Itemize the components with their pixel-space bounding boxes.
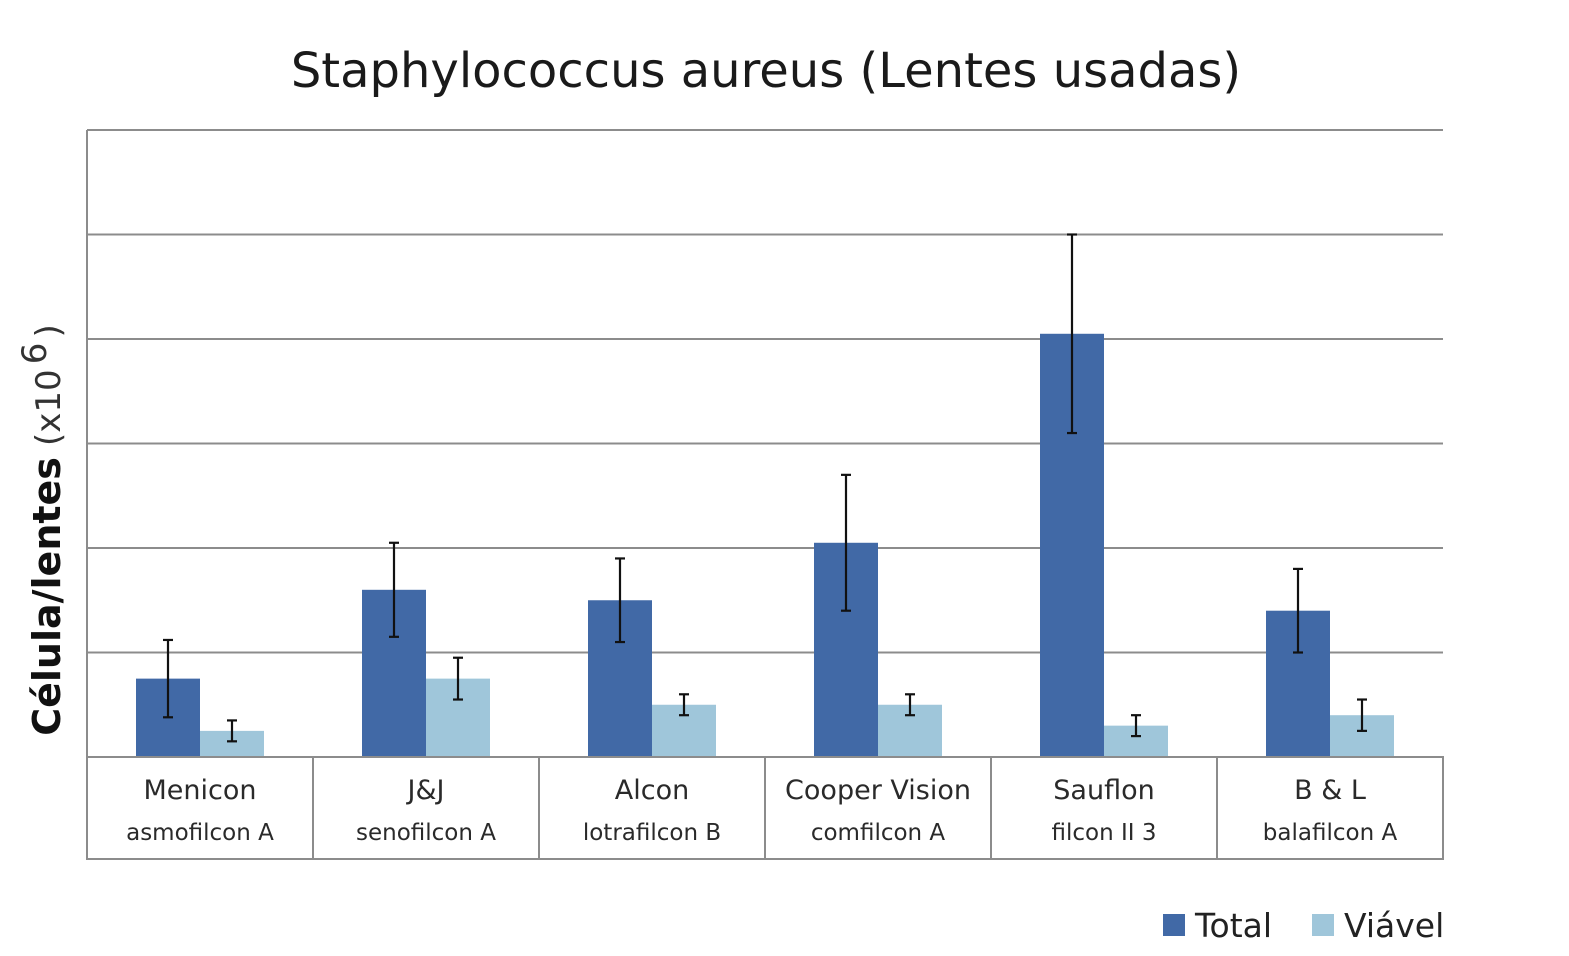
category-label-2: J&J [406, 775, 445, 806]
svg-text:Célula/lentes (x10: Célula/lentes (x10 6 ) [15, 324, 69, 736]
error-bars [163, 233, 1367, 743]
error-bar-vi-vel-6 [1357, 698, 1367, 732]
category-material-5: filcon II 3 [1052, 820, 1157, 846]
legend-swatch-2 [1312, 914, 1334, 936]
category-label-6: B & L [1294, 775, 1366, 806]
category-material-3: lotrafilcon B [583, 820, 721, 846]
error-bar-total-6 [1293, 567, 1303, 654]
category-material-6: balafilcon A [1263, 820, 1398, 846]
legend-swatch-1 [1163, 914, 1185, 936]
y-axis-label-text: Célula/lentes [25, 457, 69, 736]
category-table: Menicon asmofilcon A J&J senofilcon A Alcon l… [86, 756, 1444, 860]
category-label-5: Sauflon [1053, 775, 1154, 806]
category-material-1: asmofilcon A [126, 820, 274, 846]
error-bar-total-4 [841, 473, 851, 612]
error-bar-total-3 [615, 557, 625, 644]
y-axis-unit-suffix: ) [29, 324, 69, 337]
error-bar-total-5 [1067, 233, 1077, 435]
legend-item-2: Viável [1312, 906, 1444, 945]
category-label-4: Cooper Vision [785, 775, 971, 806]
category-label-3: Alcon [615, 775, 689, 806]
y-axis-label: Célula/lentes (x10 6 ) [15, 324, 69, 736]
error-bar-vi-vel-1 [227, 719, 237, 743]
y-axis-unit-exponent: 6 [15, 343, 55, 365]
category-material-2: senofilcon A [356, 820, 496, 846]
error-bar-vi-vel-4 [905, 693, 915, 717]
error-bar-total-2 [389, 541, 399, 638]
y-axis-unit-prefix: (x10 [29, 369, 69, 446]
category-label-1: Menicon [144, 775, 257, 806]
legend-label-2: Viável [1344, 906, 1444, 945]
error-bar-total-1 [163, 638, 173, 719]
bars [136, 333, 1394, 757]
error-bar-vi-vel-3 [679, 693, 689, 717]
legend-item-1: Total [1163, 906, 1272, 945]
legend: Total Viável [1163, 906, 1444, 945]
error-bar-vi-vel-2 [453, 656, 463, 701]
category-material-4: comfilcon A [811, 820, 946, 846]
chart-title: Staphylococcus aureus (Lentes usadas) [291, 43, 1241, 99]
gridlines [86, 129, 1443, 757]
error-bar-vi-vel-5 [1131, 714, 1141, 738]
legend-label-1: Total [1194, 906, 1272, 945]
